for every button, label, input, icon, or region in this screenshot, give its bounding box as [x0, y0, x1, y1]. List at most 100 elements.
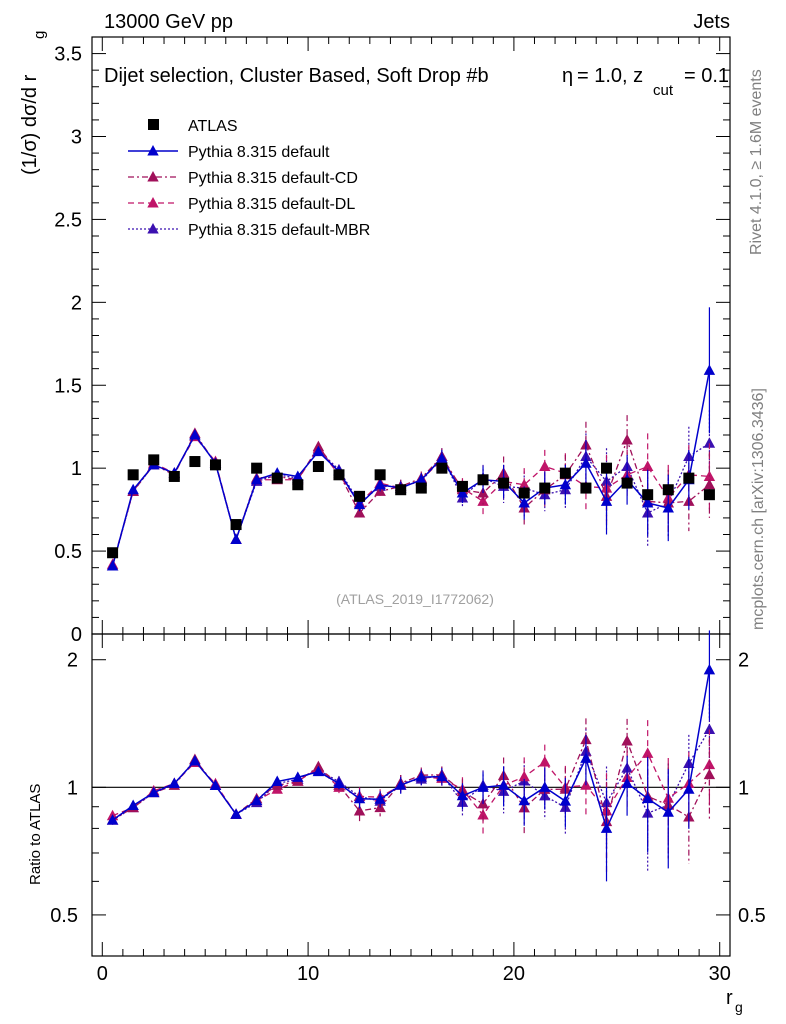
ratio-marker-point [703, 723, 716, 735]
data-point [559, 467, 571, 479]
ratio-marker-point [209, 779, 222, 791]
ratio-marker-point [683, 783, 695, 794]
data-point [271, 472, 283, 484]
ratio-ylabel: Ratio to ATLAS [27, 784, 44, 885]
title-zcut-sub: cut [653, 82, 674, 99]
marker-point [559, 478, 572, 490]
ratio-marker-point [580, 752, 592, 763]
marker-point [374, 478, 386, 490]
marker-point [292, 470, 304, 481]
data-point [683, 472, 695, 484]
legend-marker [147, 197, 159, 208]
rivet-version-label: Rivet 4.1.0, ≥ 1.6M events [748, 69, 765, 255]
ratio-y-tick-label-left: 0.5 [50, 905, 78, 927]
ratio-marker-point [353, 804, 366, 816]
legend-label: Pythia 8.315 default [188, 144, 330, 161]
ratio-marker-point [312, 765, 325, 777]
ratio-marker-point [148, 786, 160, 798]
data-point [703, 489, 715, 501]
y-tick-label: 2 [71, 292, 82, 314]
process-label: Jets [693, 11, 730, 33]
marker-point [580, 457, 592, 468]
x-tick-label: 20 [503, 963, 525, 985]
ratio-marker-point [250, 794, 263, 806]
marker-point [641, 496, 654, 508]
x-tick-labels: 0 10 20 30 [97, 963, 731, 985]
data-point [662, 484, 674, 496]
marker-point [189, 429, 201, 440]
legend-item: Pythia 8.315 default-MBR [128, 222, 370, 239]
ratio-marker-point [127, 799, 139, 810]
ratio-marker-point [374, 793, 386, 804]
marker-point [621, 433, 633, 445]
series-pythia-8-315-default-dl [106, 430, 716, 569]
series-line [111, 433, 710, 567]
y-tick-label: 2.5 [54, 209, 82, 231]
data-point [580, 482, 592, 494]
marker-point [477, 495, 489, 506]
marker-point [312, 445, 325, 457]
legend: ATLAS Pythia 8.315 default Pythia 8.315 de… [128, 118, 370, 239]
main-ylabel-text: (1/σ) dσ/d r [19, 74, 41, 175]
legend-marker [148, 119, 159, 130]
series-line [111, 370, 711, 567]
data-point [601, 462, 613, 474]
legend-marker [147, 171, 159, 182]
data-point [292, 479, 304, 491]
title-beta-symbol: η [562, 65, 573, 87]
y-tick-label: 0.5 [54, 541, 82, 563]
ratio-ytick-labels: 0.5 0.5 1 1 2 2 [50, 650, 766, 927]
data-point [539, 482, 551, 494]
ratio-marker-point [333, 777, 345, 789]
ratio-marker-point [518, 770, 530, 782]
marker-point [353, 506, 366, 518]
ratio-marker-point [477, 781, 489, 792]
data-point [148, 454, 160, 466]
y-tick-label: 1 [71, 458, 82, 480]
mcplots-label: mcplots.cern.ch [arXiv:1306.3436] [750, 388, 767, 630]
ratio-ticks [92, 634, 730, 957]
main-ticks [92, 36, 730, 635]
x-tick-label: 30 [709, 963, 731, 985]
x-tick-label: 0 [97, 963, 108, 985]
legend-item: Pythia 8.315 default-CD [128, 170, 358, 187]
ratio-marker-point [230, 808, 242, 819]
y-tick-label: 1.5 [54, 375, 82, 397]
y-tick-label: 3 [71, 127, 82, 149]
main-ylabel-sub: g [31, 31, 48, 39]
ratio-panel: 0.5 0.5 1 1 2 2 0 10 20 30 Ratio to ATLAS r g [27, 630, 766, 1015]
data-point [251, 462, 263, 474]
marker-point [703, 478, 716, 490]
ratio-marker-point [703, 768, 716, 780]
series-line [111, 432, 710, 567]
legend-item: Pythia 8.315 default [128, 144, 330, 161]
legend-item: Pythia 8.315 default-DL [128, 196, 355, 213]
data-point [354, 490, 366, 502]
legend-label: Pythia 8.315 default-DL [188, 196, 355, 213]
series-pythia-8-315-default [106, 307, 716, 571]
ratio-marker-point [353, 792, 366, 804]
plot-title: Dijet selection, Cluster Based, Soft Dro… [104, 65, 489, 87]
data-point [518, 487, 530, 499]
ratio-marker-point [436, 770, 448, 782]
marker-point [641, 460, 654, 472]
ratio-marker-point [703, 758, 716, 770]
ratio-marker-point [559, 795, 572, 806]
ratio-marker-point [271, 775, 283, 787]
marker-point [662, 501, 674, 513]
legend-marker [147, 223, 159, 234]
ratio-marker-point [415, 771, 427, 782]
legend-item: ATLAS [148, 118, 238, 135]
ratio-marker-point [395, 779, 407, 790]
data-point [189, 456, 201, 468]
y-tick-label: 3.5 [54, 44, 82, 66]
main-panel: 0 0.5 1 1.5 2 2.5 3 3.5 Dijet selection, Cluste… [19, 31, 731, 646]
data-point [230, 519, 242, 531]
ratio-series [106, 630, 716, 882]
ratio-marker-point [641, 747, 654, 758]
ratio-marker-point [539, 781, 551, 792]
title-zcut-value: = 0.1 [684, 65, 729, 87]
ratio-series-line [112, 737, 711, 822]
marker-point [353, 498, 366, 510]
energy-label: 13000 GeV pp [104, 11, 233, 33]
